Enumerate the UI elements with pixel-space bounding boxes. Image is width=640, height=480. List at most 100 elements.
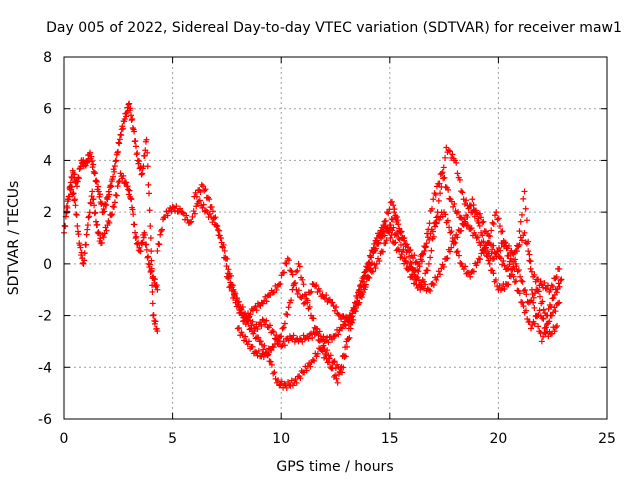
data-point [334,379,341,386]
data-point-interp [470,201,477,208]
data-point-interp [382,217,389,224]
data-point-interp [481,245,488,252]
data-point [538,338,545,345]
data-point-interp [327,333,334,340]
data-point-interp [446,224,453,231]
data-point-interp [368,254,375,261]
data-point-interp [467,226,474,233]
data-point-interp [444,255,451,262]
data-point-interp [541,279,548,286]
data-point-interp [288,268,295,275]
data-point-interp [289,286,296,293]
data-point-interp [416,260,423,267]
data-point-interp [203,207,210,214]
data-point-interp [209,208,216,215]
data-point-interp [517,218,524,225]
data-point-interp [542,330,549,337]
data-point-interp [492,276,499,283]
data-point-interp [114,148,121,155]
data-point-interp [458,227,465,234]
data-point-interp [383,237,390,244]
data-point-interp [108,212,115,219]
data-point-interp [515,243,522,250]
data-point [391,209,398,216]
data-point-interp [106,191,113,198]
data-point-interp [392,212,399,219]
data-point-interp [343,313,350,320]
data-point-interp [128,117,135,124]
data-point-interp [245,338,252,345]
data-point-interp [111,163,118,170]
data-point-interp [348,319,355,326]
data-point-interp [288,297,295,304]
data-point-interp [491,212,498,219]
data-point-interp [546,288,553,295]
data-point-interp [552,275,559,282]
data-point [347,312,354,319]
data-point-interp [280,324,287,331]
data-point-interp [351,305,358,312]
data-point-interp [179,209,186,216]
data-point-interp [100,234,107,241]
data-point-interp [474,234,481,241]
data-point-interp [372,245,379,252]
data-point-interp [509,271,516,278]
data-point-interp [366,274,373,281]
data-point-interp [341,321,348,328]
data-point-interp [303,367,310,374]
data-point [67,183,74,190]
data-point-interp [216,227,223,234]
data-point-interp [96,191,103,198]
data-point-interp [253,307,260,314]
data-point-interp [336,327,343,334]
data-point-interp [520,287,527,294]
data-point [80,260,87,267]
data-point-interp [497,247,504,254]
data-point [74,183,81,190]
data-point-interp [506,258,513,265]
data-point-interp [390,202,397,209]
data-point-interp [398,228,405,235]
data-point-interp [149,300,156,307]
data-point-interp [523,307,530,314]
data-point-interp [444,217,451,224]
data-point [380,222,387,229]
data-point-interp [255,347,262,354]
data-point-interp [78,249,85,256]
data-point-interp [473,207,480,214]
data-point-interp [453,159,460,166]
data-point-interp [407,259,414,266]
data-point-interp [284,311,291,318]
data-point-interp [401,237,408,244]
data-point-interp [294,267,301,274]
data-point-interp [329,336,336,343]
data-point-interp [326,355,333,362]
data-point [356,286,363,293]
data-point-interp [333,375,340,382]
data-point [147,235,154,241]
data-point [126,100,133,107]
data-point-interp [496,244,503,251]
data-point-interp [540,333,547,340]
data-point-interp [237,309,244,316]
data-point-interp [212,214,219,221]
data-point-interp [457,259,464,266]
data-point-interp [72,202,79,209]
data-point-interp [281,342,288,349]
data-point-interp [88,193,95,200]
data-point-interp [88,153,95,160]
data-point-interp [370,249,377,256]
data-point [425,260,432,267]
data-point-interp [445,186,452,193]
y-tick-label: -2 [38,309,52,325]
data-point-interp [404,247,411,254]
data-point-interp [539,298,546,305]
data-point-interp [136,244,143,251]
data-point-interp [427,254,434,261]
data-point-interp [450,155,457,162]
data-point-interp [283,384,290,391]
data-point-interp [387,235,394,242]
data-point [536,307,543,314]
data-point-interp [518,277,525,284]
data-point-interp [92,218,99,225]
